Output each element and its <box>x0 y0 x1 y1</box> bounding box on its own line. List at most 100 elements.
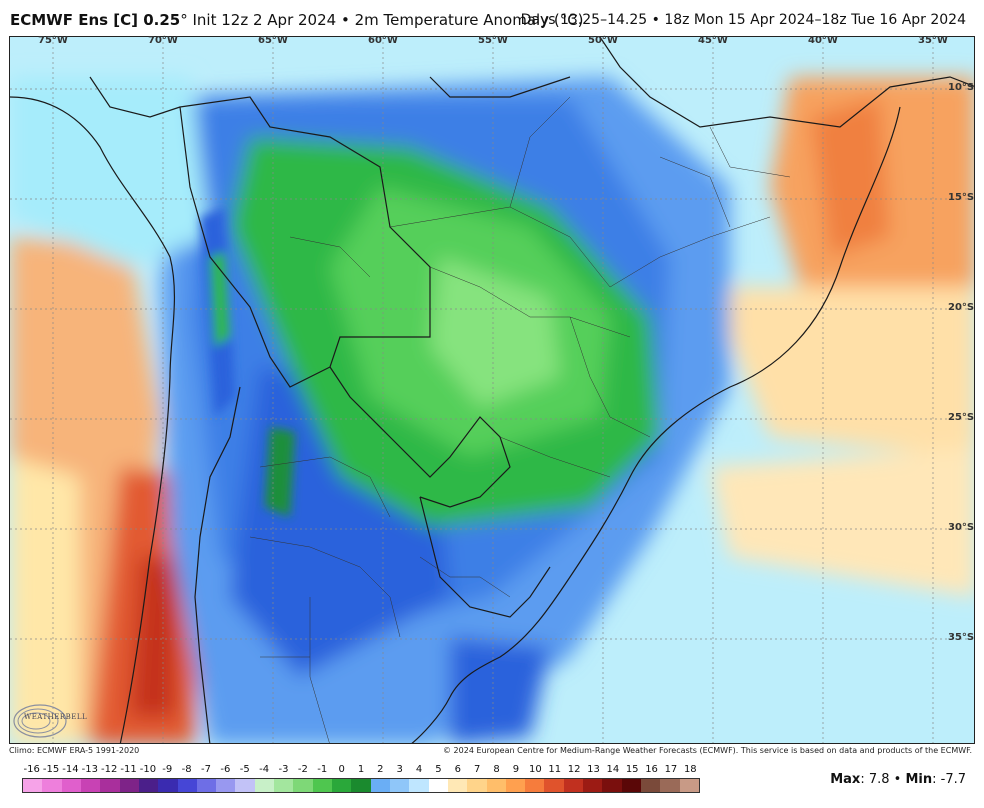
legend-color-segment <box>293 779 313 792</box>
legend-tick: -15 <box>42 764 60 775</box>
legend-color-segment <box>660 779 680 792</box>
lat-label: 20°S <box>948 302 975 313</box>
legend-tick: 7 <box>474 764 481 775</box>
legend-color-segment <box>351 779 371 792</box>
legend-tick: -6 <box>220 764 231 775</box>
lat-label: 25°S <box>948 412 975 423</box>
legend-color-segment <box>641 779 661 792</box>
legend-tick: -16 <box>23 764 40 775</box>
legend-color-segment <box>409 779 429 792</box>
product-name: ECMWF Ens [C] 0.25 <box>10 11 181 29</box>
south-atlantic-mild <box>710 447 974 597</box>
lat-label: 15°S <box>948 192 975 203</box>
legend-color-segment <box>525 779 545 792</box>
valid-time: Days 13.25–14.25 • 18z Mon 15 Apr 2024–1… <box>520 12 966 28</box>
legend-tick: 9 <box>512 764 520 775</box>
legend-tick: -12 <box>100 764 118 775</box>
legend-colorbar <box>22 778 700 793</box>
legend-tick: -1 <box>317 764 328 775</box>
legend-tick: 5 <box>435 764 442 775</box>
legend-tick: -5 <box>239 764 250 775</box>
state-borders <box>249 96 791 743</box>
legend-tick: -8 <box>181 764 192 775</box>
cold-anomaly-core <box>430 257 560 407</box>
legend-tick: -2 <box>297 764 308 775</box>
lon-label: 50°W <box>588 35 618 46</box>
lon-label: 65°W <box>258 35 288 46</box>
paraguay-border <box>329 366 511 508</box>
legend-tick: 0 <box>338 764 345 775</box>
legend-color-segment <box>447 779 468 792</box>
legend-color-segment <box>138 779 159 792</box>
legend-color-segment <box>679 779 699 792</box>
lat-label: 35°S <box>948 632 975 643</box>
legend-color-segment <box>583 779 603 792</box>
legend-color-segment <box>544 779 564 792</box>
legend-color-segment <box>312 779 332 792</box>
legend-color-segment <box>621 779 641 792</box>
pacific-yellow <box>10 457 80 743</box>
legend-tick: 17 <box>664 764 678 775</box>
atlantic-warmer-core <box>810 97 890 257</box>
legend-color-segment <box>274 779 294 792</box>
guianas-border <box>429 76 571 98</box>
weatherbell-logo-icon <box>13 704 67 738</box>
legend-tick-labels: -16 -15 -14 -13 -12 -11 -10 -9 -8 -7 -6 -5 -4 -3 -2 -1 0… <box>22 764 700 777</box>
lat-label: 30°S <box>948 522 975 533</box>
ecuador-colombia-border <box>89 76 181 118</box>
lon-label: 40°W <box>808 35 838 46</box>
argentina-coastline <box>411 696 451 743</box>
map-title: ECMWF Ens [C] 0.25° Init 12z 2 Apr 2024 … <box>10 11 584 29</box>
legend-color-segment <box>254 779 275 792</box>
lat-label: 10°S <box>948 82 975 93</box>
lon-label: 35°W <box>918 35 948 46</box>
legend-color-segment <box>61 779 81 792</box>
lon-label: 45°W <box>698 35 728 46</box>
rio-de-la-plata-blue <box>450 637 550 743</box>
legend-color-segment <box>602 779 622 792</box>
legend-color-segment <box>119 779 139 792</box>
legend-color-segment <box>80 779 101 792</box>
legend-tick: 10 <box>528 764 542 775</box>
legend-tick: -14 <box>62 764 79 775</box>
legend-color-segment <box>428 779 448 792</box>
uruguay-border <box>419 496 551 618</box>
legend-tick: 4 <box>415 764 423 775</box>
legend-color-segment <box>486 779 506 792</box>
map-canvas <box>10 37 974 743</box>
legend-tick: -4 <box>259 764 270 775</box>
min-value: : -7.7 <box>932 772 966 787</box>
legend-tick: 15 <box>625 764 639 775</box>
legend-color-segment <box>332 779 352 792</box>
copyright-credit: © 2024 European Centre for Medium-Range … <box>443 746 972 755</box>
country-borders <box>10 37 974 743</box>
max-label: Max <box>830 772 861 787</box>
legend-color-segment <box>23 779 43 792</box>
bolivia-peru-border <box>179 96 431 388</box>
legend-tick: -3 <box>278 764 289 775</box>
header: ECMWF Ens [C] 0.25° Init 12z 2 Apr 2024 … <box>0 0 984 36</box>
atlantic-mild-anomaly <box>710 287 974 457</box>
legend-tick: 18 <box>683 764 697 775</box>
legend-tick: 11 <box>548 764 562 775</box>
climo-credit: Climo: ECMWF ERA-5 1991-2020 <box>9 746 140 755</box>
graticule <box>10 37 974 743</box>
lon-label: 55°W <box>478 35 508 46</box>
legend-tick: 6 <box>454 764 462 775</box>
init-and-variable: Init 12z 2 Apr 2024 • 2m Temperature Ano… <box>187 11 584 29</box>
lon-label: 75°W <box>38 35 68 46</box>
legend-tick: -10 <box>139 764 157 775</box>
northwest-cool <box>10 77 210 267</box>
degree-symbol: ° <box>180 11 188 29</box>
legend-color-segment <box>389 779 410 792</box>
legend-color-segment <box>505 779 526 792</box>
legend-color-segment <box>216 779 236 792</box>
legend-tick: 3 <box>396 764 403 775</box>
legend-tick: 13 <box>587 764 600 775</box>
legend-tick: -7 <box>201 764 212 775</box>
legend-color-segment <box>370 779 390 792</box>
temperature-anomaly-map[interactable] <box>9 36 975 744</box>
legend-tick: 12 <box>567 764 581 775</box>
legend-tick: 1 <box>357 764 365 775</box>
legend-color-segment <box>563 779 584 792</box>
